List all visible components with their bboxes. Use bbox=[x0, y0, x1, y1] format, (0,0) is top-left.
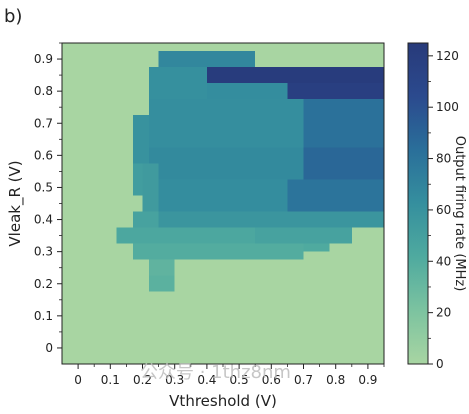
y-tick-label: 0.6 bbox=[34, 148, 53, 162]
y-tick-label: 0.3 bbox=[34, 245, 53, 259]
y-tick-label: 0.8 bbox=[34, 84, 53, 98]
heatmap-cell-0 bbox=[158, 51, 256, 68]
y-tick-label: 0.2 bbox=[34, 277, 53, 291]
heatmap-cell-10 bbox=[132, 163, 143, 196]
x-tick-label: 0.3 bbox=[165, 373, 184, 387]
x-tick-label: 0.4 bbox=[197, 373, 216, 387]
heatmap-cell-1 bbox=[206, 67, 384, 84]
y-tick-label: 0.4 bbox=[34, 213, 53, 227]
colorbar-tick-label: 20 bbox=[436, 306, 451, 320]
heatmap-cell-2 bbox=[287, 83, 384, 100]
x-tick-label: 0.8 bbox=[326, 373, 345, 387]
colorbar-tick-label: 60 bbox=[436, 203, 451, 217]
colorbar-tick-label: 100 bbox=[436, 100, 459, 114]
heatmap-cell-20 bbox=[148, 259, 175, 276]
heatmap-cells bbox=[116, 51, 384, 292]
x-tick-label: 0.2 bbox=[133, 373, 152, 387]
x-tick-label: 0.9 bbox=[358, 373, 377, 387]
x-tick-label: 0.7 bbox=[294, 373, 313, 387]
y-tick-label: 0.9 bbox=[34, 52, 53, 66]
heatmap-cell-15 bbox=[158, 211, 384, 228]
heatmap-cell-12 bbox=[158, 179, 288, 212]
y-tick-label: 0.5 bbox=[34, 180, 53, 194]
heatmap-cell-3 bbox=[148, 67, 207, 100]
heatmap-cell-5 bbox=[148, 99, 304, 148]
heatmap-cell-4 bbox=[206, 83, 288, 100]
colorbar-tick-label: 120 bbox=[436, 49, 459, 63]
heatmap-cell-14 bbox=[132, 211, 159, 228]
colorbar-tick-label: 40 bbox=[436, 254, 451, 268]
heatmap-cell-7 bbox=[132, 115, 149, 164]
panel-label: b) bbox=[4, 6, 22, 27]
heatmap-cell-16 bbox=[116, 227, 256, 244]
y-axis: 0 0.1 0.2 0.3 0.4 0.5 0.6 0.7 0.8 0.9 bbox=[34, 42, 62, 355]
heatmap-cell-18 bbox=[132, 243, 304, 260]
colorbar: 0 20 40 60 80 100 120 Output firing rate (MHz) bbox=[407, 42, 467, 371]
heatmap-cell-13 bbox=[287, 179, 384, 212]
colorbar-gradient bbox=[407, 42, 429, 365]
y-tick-label: 0 bbox=[45, 341, 53, 355]
heatmap-cell-17 bbox=[255, 227, 352, 244]
x-tick-label: 0 bbox=[74, 373, 82, 387]
heatmap-cell-21 bbox=[148, 275, 175, 292]
heatmap-cell-6 bbox=[303, 99, 384, 148]
colorbar-tick-label: 80 bbox=[436, 152, 451, 166]
heatmap-cell-19 bbox=[303, 243, 330, 252]
colorbar-ticks: 0 20 40 60 80 100 120 bbox=[428, 49, 459, 371]
x-axis-title: Vthreshold (V) bbox=[169, 392, 277, 410]
x-tick-label: 0.6 bbox=[262, 373, 281, 387]
x-axis: 0 0.1 0.2 0.3 0.4 0.5 0.6 0.7 0.8 0.9 bbox=[74, 364, 385, 387]
heatmap-cell-11 bbox=[142, 163, 159, 212]
colorbar-title: Output firing rate (MHz) bbox=[452, 136, 467, 292]
y-tick-label: 0.7 bbox=[34, 116, 53, 130]
heatmap-cell-9 bbox=[303, 147, 384, 180]
x-tick-label: 0.1 bbox=[101, 373, 120, 387]
heatmap-cell-8 bbox=[148, 147, 304, 180]
y-tick-label: 0.1 bbox=[34, 309, 53, 323]
watermark: 公众号 · 1thz8nm bbox=[140, 362, 291, 383]
x-tick-label: 0.5 bbox=[230, 373, 249, 387]
colorbar-tick-label: 0 bbox=[436, 357, 444, 371]
y-axis-title: Vleak_R (V) bbox=[6, 160, 25, 246]
plot-area bbox=[61, 42, 385, 365]
